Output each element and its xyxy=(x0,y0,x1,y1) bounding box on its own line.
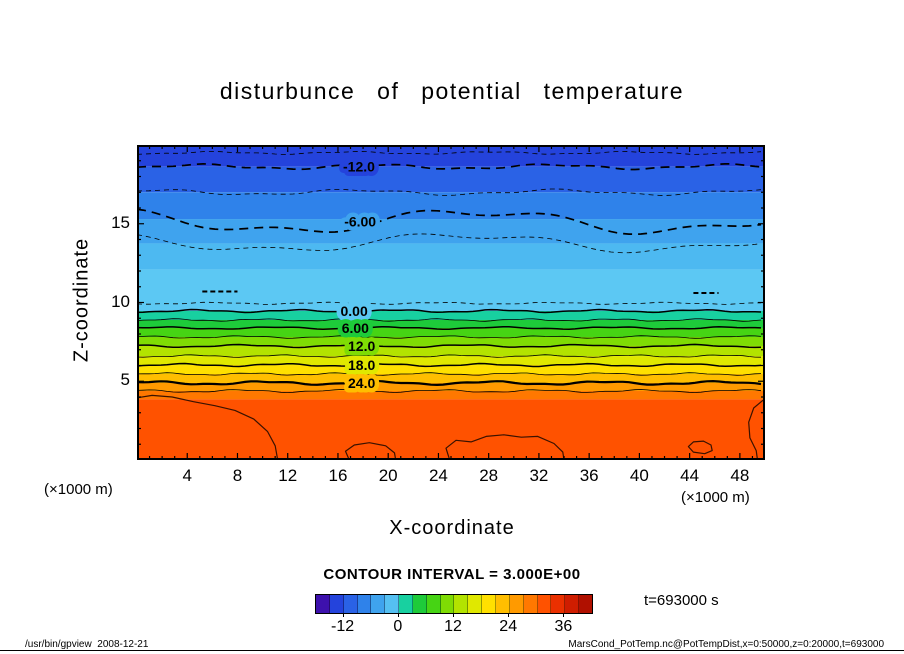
colorbar-tick-label: -12 xyxy=(331,618,355,635)
colorbar-tick-label: 0 xyxy=(393,618,403,635)
x-tick-label: 32 xyxy=(529,466,549,485)
y-tick-label: 5 xyxy=(120,370,130,390)
colorbar-cell xyxy=(482,595,496,613)
colorbar-cell xyxy=(371,595,386,613)
colorbar-tickmark xyxy=(453,613,454,617)
x-tick-label: 8 xyxy=(232,466,243,485)
x-tick-label: 28 xyxy=(479,466,499,485)
footer-command-text: /usr/bin/gpview 2008-12-21 xyxy=(25,639,149,650)
footer-dataset-text: MarsCond_PotTemp.nc@PotTempDist,x=0:5000… xyxy=(568,639,884,650)
y-axis-ticks: 5 10 15 xyxy=(96,145,130,460)
y-tick-label: 10 xyxy=(111,291,130,311)
colorbar-cell xyxy=(426,595,441,613)
colorbar-cell xyxy=(343,595,358,613)
x-tick-label: 16 xyxy=(328,466,348,485)
x-axis-unit-label: (×1000 m) xyxy=(681,489,750,506)
footer-divider xyxy=(0,650,904,651)
x-tick-label: 44 xyxy=(680,466,700,485)
colorbar xyxy=(315,594,593,614)
x-tick-label: 48 xyxy=(730,466,750,485)
colorbar-tick-label: 12 xyxy=(444,618,462,635)
colorbar-cell xyxy=(399,595,413,613)
colorbar-tickmark xyxy=(342,613,344,617)
x-tick-label: 12 xyxy=(278,466,298,485)
colorbar-cell xyxy=(551,595,566,613)
x-tick-label: 40 xyxy=(629,466,649,485)
contour-plot-canvas: -12.0 -6.00 0.006.00 12.0 18.0 24.0 xyxy=(137,145,765,460)
colorbar-cell xyxy=(523,595,538,613)
y-axis-unit-label: (×1000 m) xyxy=(44,481,113,498)
colorbar-cell xyxy=(329,595,344,613)
x-tick-label: 20 xyxy=(378,466,398,485)
colorbar-cell xyxy=(468,595,483,613)
colorbar-cell xyxy=(316,595,330,613)
colorbar-cell xyxy=(385,595,400,613)
colorbar-tickmark xyxy=(397,613,399,617)
y-tick-label: 15 xyxy=(111,212,130,232)
svg-text:18.0: 18.0 xyxy=(348,357,375,373)
svg-text:0.00: 0.00 xyxy=(341,303,368,319)
svg-text:-6.00: -6.00 xyxy=(344,213,376,229)
x-axis-ticks: 4 8 12 16 20 24 28 32 36 40 44 48 xyxy=(137,466,765,490)
time-label: t=693000 s xyxy=(644,592,719,609)
x-tick-label: 36 xyxy=(579,466,599,485)
colorbar-tick-label: 24 xyxy=(499,618,518,635)
contour-interval-text: CONTOUR INTERVAL = 3.000E+00 xyxy=(323,566,581,583)
svg-text:6.00: 6.00 xyxy=(342,320,369,336)
plot-title: disturbunce of potential temperature xyxy=(219,78,685,104)
x-axis-title: X-coordinate xyxy=(389,517,515,539)
y-axis-title: Z-coordinate xyxy=(70,237,93,363)
colorbar-cell xyxy=(565,595,580,613)
colorbar-tick-labels: -12 0 12 24 36 xyxy=(315,613,591,641)
colorbar-cell xyxy=(412,595,427,613)
colorbar-tickmark xyxy=(508,613,510,617)
colorbar-tick-label: 36 xyxy=(554,618,573,635)
colorbar-cell xyxy=(495,595,510,613)
x-tick-label: 4 xyxy=(182,466,192,485)
colorbar-cell xyxy=(454,595,469,613)
colorbar-cell xyxy=(440,595,455,613)
x-tick-label: 24 xyxy=(428,466,448,485)
svg-text:-12.0: -12.0 xyxy=(343,159,375,175)
colorbar-cell xyxy=(537,595,552,613)
svg-text:12.0: 12.0 xyxy=(348,338,375,354)
colorbar-cell xyxy=(579,595,592,613)
colorbar-tickmark xyxy=(563,613,565,617)
contour-plot: -12.0 -6.00 0.00 6.00 12.0 18.0 24.0 xyxy=(137,145,765,460)
colorbar-cell xyxy=(357,595,372,613)
svg-text:24.0: 24.0 xyxy=(348,375,375,391)
colorbar-cell xyxy=(509,595,524,613)
